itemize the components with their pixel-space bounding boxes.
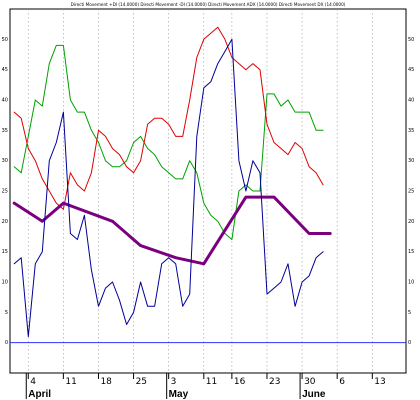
y-tick-label-left-45: 45 — [2, 67, 8, 73]
y-tick-label-left-20: 20 — [2, 219, 8, 225]
y-tick-label-left-50: 50 — [2, 37, 8, 43]
plot-frame — [9, 8, 407, 374]
y-tick-label-right-45: 45 — [408, 67, 414, 73]
y-tick-label-right-25: 25 — [408, 189, 414, 195]
month-label-1: May — [169, 389, 189, 400]
y-tick-label-left-10: 10 — [2, 280, 8, 286]
y-tick-label-left-0: 0 — [5, 340, 8, 346]
y-tick-label-right-50: 50 — [408, 37, 414, 43]
y-tick-label-right-30: 30 — [408, 158, 414, 164]
y-axis-left: 0 5 10 15 20 25 30 35 40 45 50 — [2, 37, 8, 346]
series-line-2 — [12, 195, 332, 266]
x-tick-label-10: 13 — [374, 377, 385, 387]
y-axis-right: 0 5 10 15 20 25 30 35 40 45 50 — [408, 37, 414, 346]
y-tick-label-right-15: 15 — [408, 249, 414, 255]
y-tick-label-right-35: 35 — [408, 128, 414, 134]
x-tick-label-4: 3 — [171, 377, 177, 387]
series-lines — [12, 26, 332, 338]
series-line-1 — [13, 26, 324, 210]
gridlines — [27, 9, 373, 373]
plot-border — [9, 8, 407, 374]
y-tick-label-left-5: 5 — [5, 310, 8, 316]
y-tick-label-right-5: 5 — [408, 310, 411, 316]
series-line-0 — [13, 44, 324, 240]
y-tick-label-left-35: 35 — [2, 128, 8, 134]
y-tick-label-left-40: 40 — [2, 98, 8, 104]
y-tick-label-right-0: 0 — [408, 340, 411, 346]
x-tick-label-2: 18 — [100, 377, 112, 387]
chart-title: Directi Movement +DI (14.0000) Directi M… — [71, 2, 346, 7]
x-tick-label-8: 30 — [304, 377, 316, 387]
series-line-3 — [13, 38, 324, 338]
x-tick-label-0: 4 — [30, 377, 36, 387]
month-label-2: June — [302, 389, 326, 400]
x-tick-label-5: 11 — [206, 377, 217, 387]
x-tick-label-9: 6 — [339, 377, 345, 387]
y-tick-label-left-25: 25 — [2, 189, 8, 195]
y-tick-label-left-15: 15 — [2, 249, 8, 255]
x-tick-label-7: 23 — [269, 377, 280, 387]
y-tick-label-left-30: 30 — [2, 158, 8, 164]
x-axis: 4 11 18 25 3 11 16 23 30 6 13 April May June — [25, 373, 386, 400]
x-tick-label-1: 11 — [65, 377, 76, 387]
x-tick-label-6: 16 — [234, 377, 246, 387]
y-tick-label-right-10: 10 — [408, 280, 414, 286]
y-tick-label-right-40: 40 — [408, 98, 414, 104]
month-label-0: April — [28, 389, 51, 400]
y-tick-label-right-20: 20 — [408, 219, 414, 225]
x-tick-label-3: 25 — [136, 377, 147, 387]
